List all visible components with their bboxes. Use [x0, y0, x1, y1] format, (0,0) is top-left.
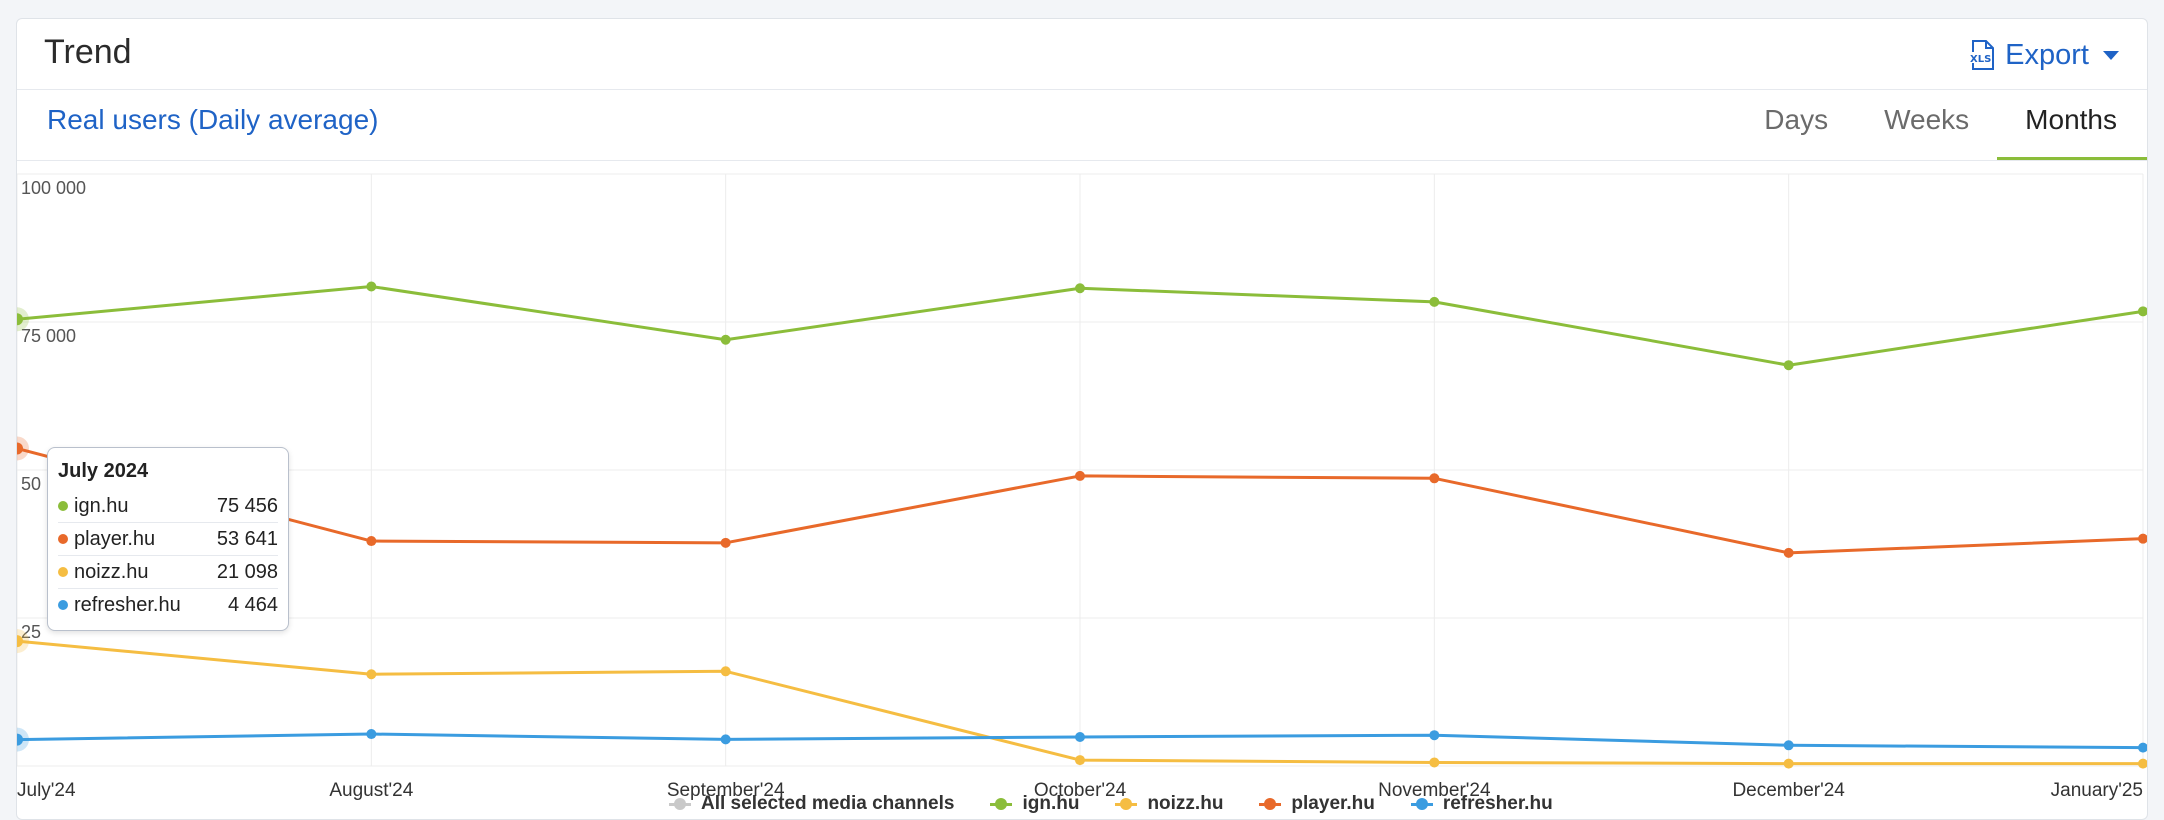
data-point — [366, 536, 377, 547]
data-point — [1783, 740, 1794, 751]
data-point — [720, 666, 731, 677]
tooltip-series-value: 4 464 — [227, 593, 278, 616]
trend-line-chart[interactable]: 100 000 75 000 50 25 July'24 August'24 Septemb… — [17, 161, 2147, 819]
xls-file-icon: XLS — [1969, 40, 1995, 70]
chart-tooltip: July 2024 ign.hu 75 456 player.hu 53 641… — [47, 447, 289, 631]
data-point — [1075, 755, 1085, 766]
tooltip-series-value: 21 098 — [216, 560, 278, 583]
x-tick-label: December'24 — [1732, 780, 1845, 801]
data-point — [17, 733, 23, 746]
x-tick-label: August'24 — [329, 780, 413, 801]
export-button[interactable]: XLS Export — [1969, 37, 2119, 73]
data-point — [17, 313, 23, 326]
data-point — [720, 734, 731, 745]
legend-label: player.hu — [1291, 793, 1375, 814]
y-tick-label: 25 — [21, 622, 41, 642]
data-point — [720, 537, 731, 548]
legend-label: ign.hu — [1022, 793, 1080, 814]
legend-item-ign[interactable]: ign.hu — [990, 793, 1079, 815]
x-tick-label: July'24 — [17, 780, 76, 801]
data-point — [1783, 360, 1794, 371]
data-point — [366, 669, 377, 680]
data-point — [17, 442, 23, 455]
legend-label: refresher.hu — [1442, 793, 1553, 814]
legend-marker-icon — [990, 797, 1013, 811]
period-tabs: Days Weeks Months — [1736, 90, 2147, 160]
tooltip-series-name: noizz.hu — [74, 560, 149, 583]
tooltip-series-value: 53 641 — [216, 527, 278, 550]
legend-label: noizz.hu — [1147, 793, 1224, 814]
series-dot-icon — [58, 567, 68, 577]
series-dot-icon — [58, 600, 68, 610]
data-point — [1429, 757, 1440, 768]
tab-weeks[interactable]: Weeks — [1884, 104, 1970, 135]
legend-item-noizz[interactable]: noizz.hu — [1115, 793, 1223, 815]
tooltip-row: refresher.hu 4 464 — [58, 589, 278, 621]
y-tick-label: 75 000 — [21, 326, 76, 346]
metric-selector[interactable]: Real users (Daily average) — [47, 104, 379, 135]
data-point — [2138, 758, 2147, 769]
legend-marker-icon — [669, 797, 691, 811]
data-point — [2138, 742, 2147, 753]
y-tick-label: 50 — [21, 474, 41, 494]
x-tick-label: October'24 — [1034, 780, 1127, 801]
y-tick-label: 100 000 — [21, 178, 86, 198]
data-point — [2138, 306, 2147, 317]
data-point — [366, 729, 377, 740]
x-tick-label: September'24 — [667, 780, 785, 801]
legend-label: All selected media channels — [701, 793, 955, 814]
tooltip-series-name: player.hu — [74, 527, 156, 550]
data-point — [1429, 730, 1440, 741]
card-header: Trend XLS Export — [17, 19, 2147, 90]
data-point — [17, 635, 23, 648]
x-tick-label: January'25 — [2051, 780, 2143, 801]
card-title: Trend — [44, 33, 132, 71]
data-point — [1429, 296, 1440, 307]
caret-down-icon — [2103, 50, 2119, 60]
export-label: Export — [2005, 38, 2089, 71]
legend-item-player[interactable]: player.hu — [1259, 793, 1375, 815]
data-point — [1075, 470, 1085, 481]
tooltip-row: noizz.hu 21 098 — [58, 556, 278, 589]
data-point — [2138, 533, 2147, 544]
tab-days[interactable]: Days — [1764, 104, 1829, 135]
data-point — [1783, 758, 1794, 769]
series-dot-icon — [58, 501, 68, 511]
legend-marker-icon — [1115, 797, 1138, 811]
tooltip-series-name: ign.hu — [74, 494, 129, 517]
legend-marker-icon — [1259, 797, 1282, 811]
legend-item-refresher[interactable]: refresher.hu — [1410, 793, 1553, 815]
metric-bar: Real users (Daily average) Days Weeks Mo… — [17, 90, 2147, 161]
data-point — [1075, 283, 1085, 294]
tooltip-row: player.hu 53 641 — [58, 523, 278, 556]
data-point — [1429, 473, 1440, 484]
trend-card: Trend XLS Export Real users (Daily avera… — [16, 18, 2148, 820]
x-tick-label: November'24 — [1378, 780, 1491, 801]
series-dot-icon — [58, 534, 68, 544]
svg-text:XLS: XLS — [1970, 54, 1991, 65]
tooltip-series-value: 75 456 — [216, 494, 278, 517]
tooltip-series-name: refresher.hu — [74, 593, 181, 616]
tab-months[interactable]: Months — [1997, 90, 2147, 160]
legend-marker-icon — [1410, 797, 1433, 811]
tooltip-title: July 2024 — [58, 460, 149, 482]
legend-item-all[interactable]: All selected media channels — [669, 793, 954, 815]
data-point — [720, 334, 731, 345]
chart-legend: All selected media channels ign.hu noizz… — [669, 789, 1553, 819]
data-point — [1075, 731, 1085, 742]
tooltip-row: ign.hu 75 456 — [58, 490, 278, 523]
data-point — [366, 281, 377, 292]
data-point — [1783, 547, 1794, 558]
